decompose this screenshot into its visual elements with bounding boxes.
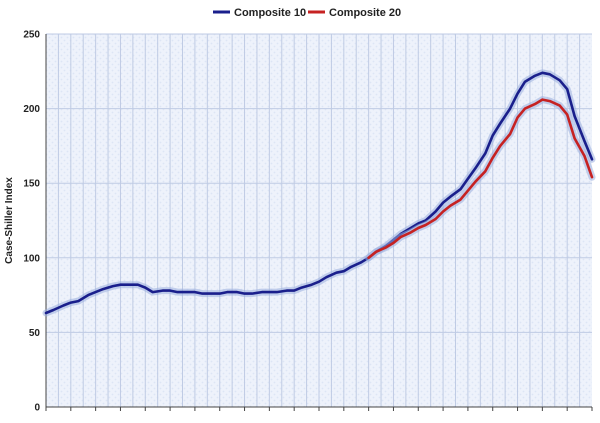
legend-label-1: Composite 20 xyxy=(329,7,401,19)
y-axis-title: Case-Shiller Index xyxy=(4,177,15,264)
series-lines xyxy=(42,69,596,317)
series-line-0 xyxy=(44,71,594,315)
y-tick-label: 200 xyxy=(23,104,40,115)
y-tick-label: 100 xyxy=(23,253,40,264)
series-line-1 xyxy=(367,98,594,260)
legend: Composite 10 Composite 20 xyxy=(213,7,401,19)
grid-lines xyxy=(46,33,592,407)
legend-label-0: Composite 10 xyxy=(234,7,306,19)
y-tick-labels: 0 50 100 150 200 250 xyxy=(23,30,40,414)
y-tick-label: 50 xyxy=(29,328,41,339)
y-tick-label: 150 xyxy=(23,179,40,190)
axes xyxy=(45,34,593,411)
y-tick-label: 0 xyxy=(34,403,40,414)
y-tick-label: 250 xyxy=(23,30,40,41)
